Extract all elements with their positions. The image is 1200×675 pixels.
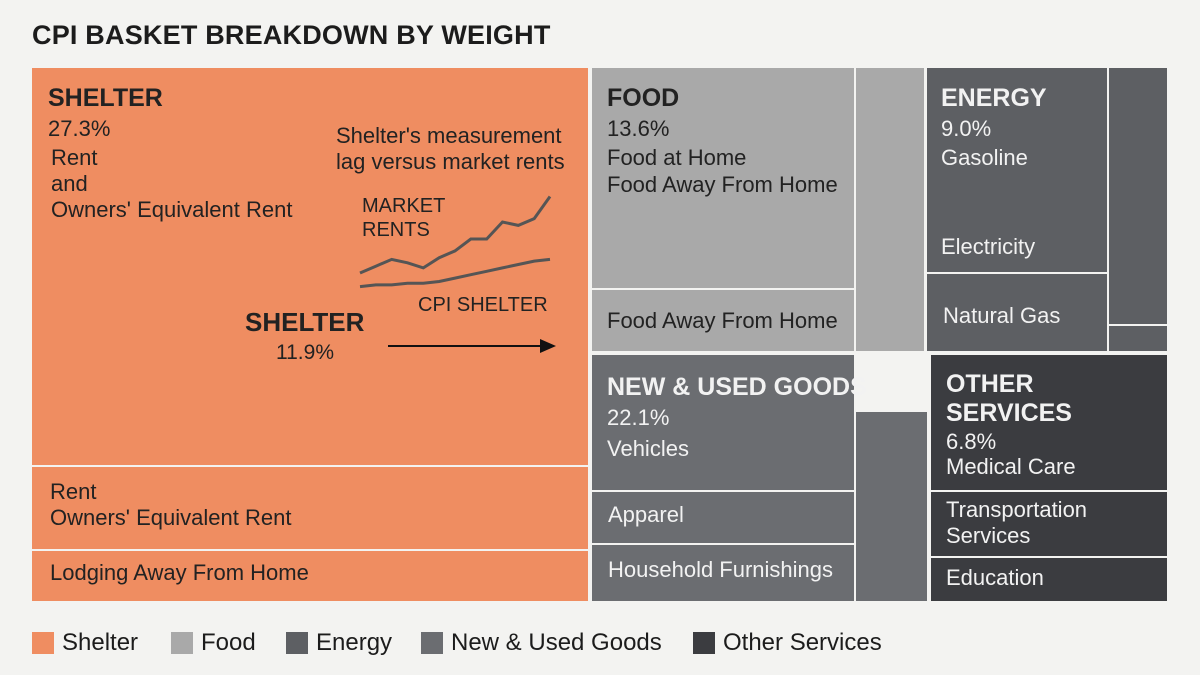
legend-item: Energy (286, 628, 392, 658)
legend-label: Other Services (723, 629, 882, 656)
shelter-percent: 27.3% (48, 116, 111, 141)
legend-item: New & Used Goods (421, 628, 662, 658)
energy-sub-natural-gas[interactable]: Natural Gas (927, 274, 1107, 351)
energy-side-strip-bottom (1109, 326, 1167, 351)
goods-sub-furnishings[interactable]: Household Furnishings (592, 545, 854, 601)
shelter-sub-oer-label: Owners' Equivalent Rent (50, 505, 292, 530)
other-sub-education[interactable]: Education (931, 558, 1167, 601)
energy-detail-line-1: Gasoline (941, 145, 1028, 170)
goods-tile[interactable]: NEW & USED GOODS 22.1% Vehicles (592, 355, 867, 490)
page-title: CPI BASKET BREAKDOWN BY WEIGHT (32, 20, 551, 50)
goods-sub-apparel-label: Apparel (608, 502, 684, 527)
food-percent: 13.6% (607, 116, 670, 141)
shelter-detail-line-3: Owners' Equivalent Rent (51, 197, 293, 222)
other-heading-line-1: OTHER (946, 370, 1034, 398)
inset-shelter-label: SHELTER (245, 307, 365, 337)
other-heading-line-2: SERVICES (946, 399, 1072, 427)
shelter-tile[interactable]: SHELTER 27.3% Rent and Owners' Equivalen… (32, 68, 588, 465)
lag-arrow-icon (388, 339, 556, 353)
food-sub-away-label: Food Away From Home (607, 308, 838, 333)
legend-item: Shelter (32, 628, 138, 658)
legend-swatch (171, 632, 193, 654)
food-tile[interactable]: FOOD 13.6% Food at Home Food Away From H… (592, 68, 854, 288)
other-sub-transport-line-1: Transportation (946, 497, 1088, 522)
goods-percent: 22.1% (607, 405, 670, 430)
other-sub-transport-line-2: Services (946, 523, 1031, 548)
energy-percent: 9.0% (941, 116, 992, 141)
energy-side-strip-top (1109, 68, 1167, 324)
cpi-shelter-label: CPI SHELTER (418, 294, 548, 316)
food-sub-away-from-home[interactable]: Food Away From Home (592, 290, 854, 351)
food-heading: FOOD (607, 84, 680, 112)
legend-swatch (693, 632, 715, 654)
legend-swatch (421, 632, 443, 654)
food-side-strip (856, 68, 924, 351)
legend-label: New & Used Goods (451, 629, 662, 656)
legend-swatch (32, 632, 54, 654)
legend-item: Food (171, 628, 256, 658)
energy-tile[interactable]: ENERGY 9.0% Gasoline Electricity (927, 68, 1107, 272)
goods-sub-apparel[interactable]: Apparel (592, 492, 854, 543)
cpi-shelter-line (359, 257, 551, 289)
food-detail-line-1: Food at Home (607, 145, 747, 170)
shelter-sub-lodging-label: Lodging Away From Home (50, 560, 309, 585)
shelter-sub-rent-oer[interactable]: Rent Owners' Equivalent Rent (32, 467, 588, 549)
shelter-sub-rent-label: Rent (50, 479, 97, 504)
other-sub-transportation[interactable]: Transportation Services (931, 492, 1167, 556)
legend-item: Other Services (693, 628, 882, 658)
inset-line-chart (359, 195, 552, 289)
market-rents-label-line-2: RENTS (362, 219, 430, 241)
shelter-sub-lodging[interactable]: Lodging Away From Home (32, 551, 588, 601)
inset-caption-line-1: Shelter's measurement (336, 123, 562, 148)
energy-sub-electricity-label: Electricity (941, 234, 1036, 259)
other-percent: 6.8% (946, 429, 997, 454)
goods-side-strip (856, 412, 927, 601)
shelter-detail-line-2: and (51, 171, 88, 196)
goods-sub-furnishings-label: Household Furnishings (608, 557, 834, 582)
market-rents-label-line-1: MARKET (362, 195, 446, 217)
shelter-heading: SHELTER (48, 84, 163, 112)
legend-label: Food (201, 629, 256, 656)
other-detail-line-1: Medical Care (946, 454, 1076, 479)
shelter-detail-line-1: Rent (51, 145, 98, 170)
inset-shelter-pct: 11.9% (276, 341, 334, 364)
goods-detail-line-1: Vehicles (607, 436, 689, 461)
legend-label: Shelter (62, 629, 139, 656)
goods-heading: NEW & USED GOODS (607, 373, 867, 401)
legend-swatch (286, 632, 308, 654)
energy-sub-natural-gas-label: Natural Gas (943, 303, 1061, 328)
legend-label: Energy (316, 629, 393, 656)
other-sub-education-label: Education (946, 565, 1044, 590)
food-detail-line-2: Food Away From Home (607, 172, 838, 197)
other-tile[interactable]: OTHER SERVICES 6.8% Medical Care (931, 355, 1167, 490)
market-rents-line (359, 195, 552, 275)
energy-heading: ENERGY (941, 84, 1047, 112)
inset-caption-line-2: lag versus market rents (336, 149, 565, 174)
